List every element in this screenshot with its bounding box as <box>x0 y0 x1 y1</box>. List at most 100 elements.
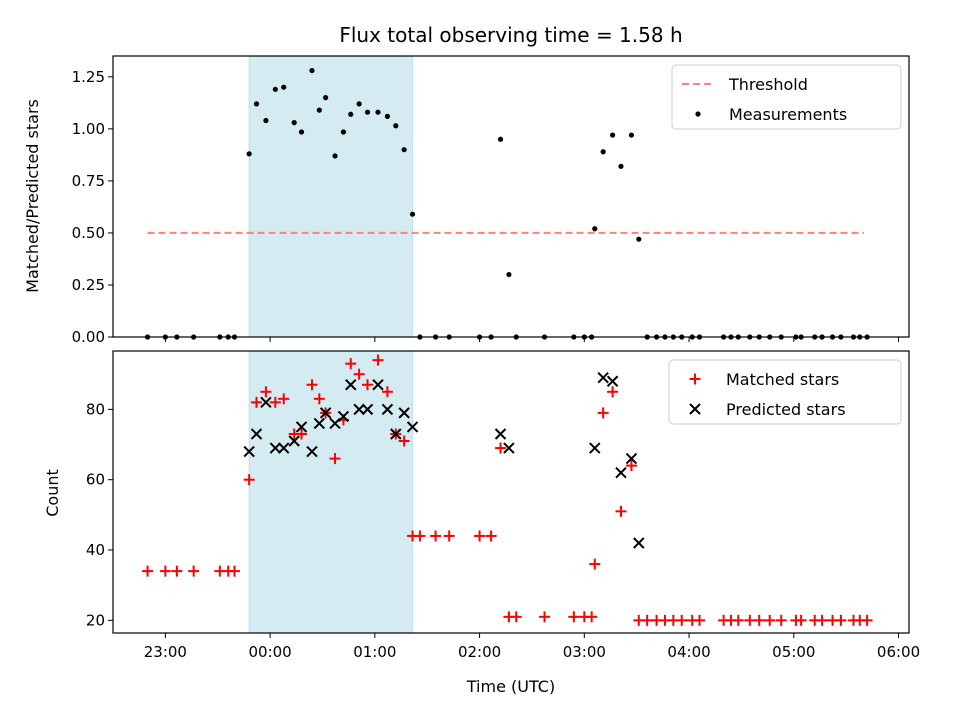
data-point <box>618 163 624 169</box>
data-point <box>495 442 507 454</box>
legend-box <box>671 64 902 130</box>
data-point <box>171 565 183 577</box>
data-point <box>384 113 391 119</box>
y-tick-label: 0.25 <box>72 276 105 294</box>
legend-swatch <box>689 403 701 415</box>
y-tick-label: 1.00 <box>72 120 105 138</box>
data-point <box>188 565 200 577</box>
data-point <box>291 120 297 126</box>
data-point <box>246 151 252 157</box>
data-point <box>641 614 653 626</box>
series-matched-stars <box>142 354 873 626</box>
data-point <box>228 565 240 577</box>
bottom-plot-area: 20 40 60 80 23:00 00:00 01:00 02:00 03:00 04:00 05… <box>86 350 920 661</box>
data-point <box>497 136 504 142</box>
data-point <box>732 614 744 626</box>
legend: Threshold Measurements <box>671 64 902 130</box>
data-point <box>278 442 290 454</box>
data-point <box>375 109 381 115</box>
data-point <box>430 530 442 542</box>
data-point <box>414 530 426 542</box>
data-point <box>345 358 357 370</box>
y-tick-label: 0.50 <box>72 224 105 242</box>
y-tick-label: 0.75 <box>72 172 105 190</box>
data-point <box>309 67 315 74</box>
y-tick-label: 80 <box>86 400 105 418</box>
data-point <box>263 117 269 124</box>
data-point <box>323 95 329 101</box>
data-point <box>296 428 308 440</box>
data-point <box>606 375 619 387</box>
data-point <box>364 109 371 115</box>
data-point <box>306 379 318 391</box>
data-point <box>775 614 787 626</box>
data-point <box>510 611 522 623</box>
data-point <box>313 393 325 405</box>
data-point <box>319 407 332 419</box>
data-point <box>633 537 645 549</box>
data-point <box>625 452 638 465</box>
data-point <box>372 354 384 366</box>
data-point <box>835 614 847 626</box>
y-tick-label: 0.00 <box>72 328 105 346</box>
data-point <box>353 368 365 380</box>
x-tick-label: 01:00 <box>353 643 396 661</box>
data-point <box>281 84 287 90</box>
legend: Matched stars Predicted stars <box>668 359 902 425</box>
data-point <box>494 428 507 440</box>
legend-label: Threshold <box>728 75 808 94</box>
data-point <box>269 396 281 408</box>
axes-frame <box>112 55 910 338</box>
data-point <box>443 530 455 542</box>
data-point <box>398 435 410 447</box>
legend-item: Measurements <box>695 105 847 124</box>
x-tick-label: 23:00 <box>144 643 187 661</box>
data-point <box>250 396 262 408</box>
data-point <box>586 611 598 623</box>
series-measurements <box>144 67 870 340</box>
data-point <box>253 101 260 107</box>
data-point <box>694 614 706 626</box>
data-point <box>340 129 347 135</box>
data-point <box>609 132 616 138</box>
data-point <box>636 236 642 242</box>
legend-label: Predicted stars <box>726 400 846 419</box>
data-point <box>398 407 410 419</box>
data-point <box>589 558 601 570</box>
data-point <box>353 403 365 416</box>
legend-item: Matched stars <box>689 370 839 389</box>
data-point <box>250 428 263 440</box>
data-point <box>607 386 619 398</box>
data-point <box>372 379 384 391</box>
data-point <box>795 614 807 626</box>
y-tick-label: 40 <box>86 541 105 559</box>
x-tick-label: 03:00 <box>563 643 606 661</box>
data-point <box>393 123 399 129</box>
data-point <box>625 460 637 472</box>
data-point <box>861 614 873 626</box>
data-point <box>337 410 350 423</box>
data-point <box>409 211 416 217</box>
data-point <box>539 611 551 623</box>
data-point <box>313 417 326 430</box>
y-tick-label: 60 <box>86 471 105 489</box>
data-point <box>615 505 627 517</box>
data-point <box>597 372 609 384</box>
data-point <box>329 453 341 465</box>
data-point <box>506 271 512 278</box>
data-point <box>485 530 497 542</box>
data-point <box>159 565 171 577</box>
data-point <box>503 442 515 454</box>
data-point <box>615 466 627 479</box>
data-point <box>332 153 338 159</box>
data-point <box>316 107 322 113</box>
data-point <box>816 614 828 626</box>
data-point <box>568 611 580 623</box>
top-y-axis-label: Matched/Predicted stars <box>23 99 42 293</box>
data-point <box>356 101 362 107</box>
data-point <box>260 396 272 409</box>
x-axis-label: Time (UTC) <box>466 677 555 696</box>
data-point <box>142 565 154 577</box>
bottom-y-axis-label: Count <box>43 469 62 517</box>
